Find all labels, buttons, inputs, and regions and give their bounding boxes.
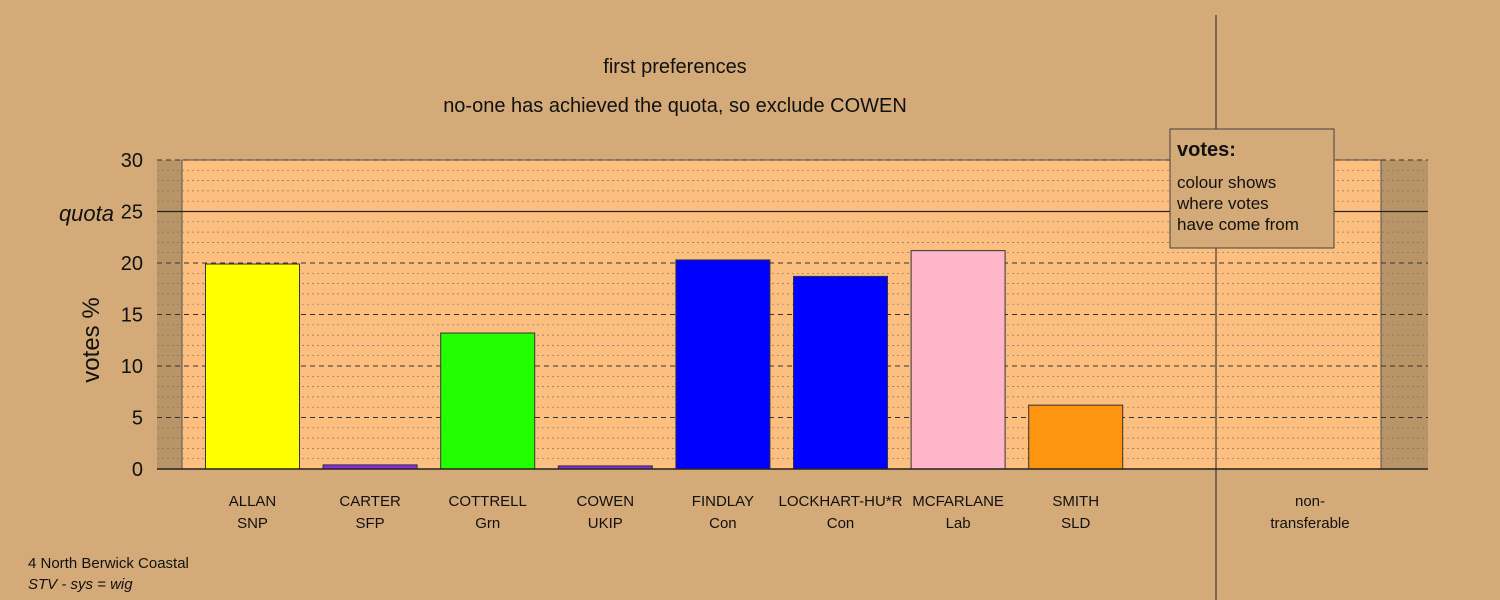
y-axis-label: votes % <box>78 297 105 382</box>
bar-cottrell <box>440 332 536 470</box>
category-label: FINDLAY <box>692 493 754 510</box>
bars <box>205 250 1124 470</box>
nontransferable-label: non- <box>1295 493 1325 510</box>
y-tick-label: 10 <box>121 356 143 378</box>
bar-allan <box>205 263 300 470</box>
y-tick-label: 0 <box>132 459 143 481</box>
category-label: SMITH <box>1052 493 1099 510</box>
y-tick-label: 20 <box>121 253 143 275</box>
quota-label: quota <box>59 201 114 226</box>
y-tick-label: 25 <box>121 202 143 224</box>
footer-constituency: 4 North Berwick Coastal <box>28 555 189 572</box>
party-label: SLD <box>1061 515 1090 532</box>
category-label: ALLAN <box>229 493 277 510</box>
y-tick-label: 15 <box>121 305 143 327</box>
legend-box <box>1169 128 1335 249</box>
nontransferable-label: transferable <box>1270 515 1349 532</box>
party-label: Con <box>827 515 855 532</box>
bar-mcfarlane <box>910 250 1006 470</box>
x-labels: ALLAN SNP CARTER SFP COTTRELL Grn COWEN UKIP FIN… <box>229 493 1350 532</box>
footer-system: STV - sys = wig <box>28 576 133 593</box>
party-label: UKIP <box>588 515 623 532</box>
legend-line-2: where votes <box>1176 194 1269 213</box>
category-label: COTTRELL <box>449 493 527 510</box>
legend-heading: votes: <box>1177 139 1236 161</box>
legend-line-1: colour shows <box>1177 173 1276 192</box>
legend: votes: colour shows where votes have com… <box>1169 128 1335 249</box>
party-label: Con <box>709 515 737 532</box>
bar-smith <box>1028 404 1124 470</box>
legend-line-3: have come from <box>1177 215 1299 234</box>
chart-title: first preferences <box>603 56 746 78</box>
category-label: LOCKHART-HU*R <box>779 493 903 510</box>
y-tick-label: 5 <box>132 408 143 430</box>
party-label: SFP <box>356 515 385 532</box>
category-label: COWEN <box>577 493 635 510</box>
party-label: Grn <box>475 515 500 532</box>
party-label: Lab <box>946 515 971 532</box>
y-tick-label: 30 <box>121 150 143 172</box>
party-label: SNP <box>237 515 268 532</box>
bar-findlay <box>675 259 771 470</box>
category-label: MCFARLANE <box>912 493 1004 510</box>
axes: 0 5 10 15 20 25 30 <box>121 15 1428 600</box>
bar-lockhart-hu*r <box>793 275 888 470</box>
category-label: CARTER <box>339 493 401 510</box>
chart-subtitle: no-one has achieved the quota, so exclud… <box>443 95 907 117</box>
